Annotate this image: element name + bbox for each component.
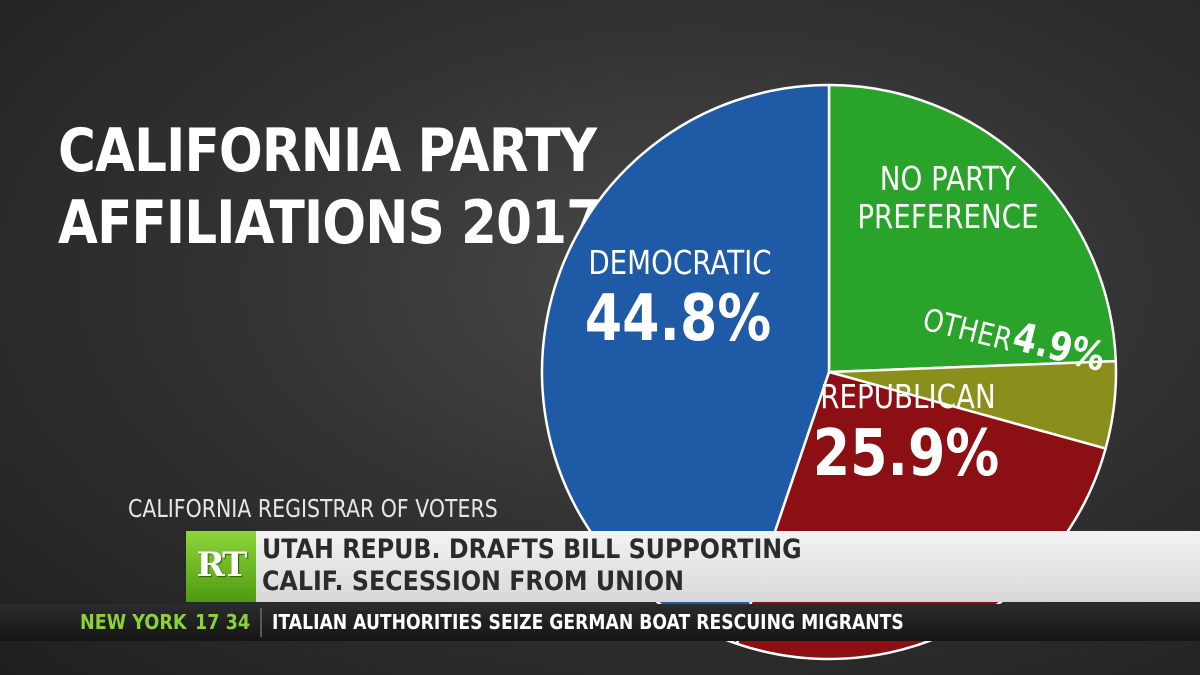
headline-box: UTAH REPUB. DRAFTS BILL SUPPORTING CALIF… bbox=[256, 531, 1200, 602]
ticker-time: 17 34 bbox=[195, 610, 251, 634]
pie-label-no-party-preference-line-1: NO PARTY bbox=[880, 161, 1017, 199]
pie-label-republican-line-1: REPUBLICAN bbox=[820, 379, 995, 417]
pie-label-no-party-preference-line-2: PREFERENCE bbox=[857, 199, 1038, 237]
rt-logo: RT bbox=[186, 531, 256, 602]
chart-source: CALIFORNIA REGISTRAR OF VOTERS bbox=[128, 494, 498, 523]
pie-slice-no-party-preference bbox=[827, 83, 1118, 374]
pie-value-democratic: 44.8% bbox=[585, 280, 771, 355]
rt-logo-text: RT bbox=[196, 545, 248, 585]
ticker-divider bbox=[260, 608, 262, 637]
headline-line-1: UTAH REPUB. DRAFTS BILL SUPPORTING bbox=[262, 534, 802, 565]
chart-title-line-1: CALIFORNIA PARTY bbox=[58, 116, 597, 186]
ticker-city: NEW YORK bbox=[80, 610, 187, 634]
headline-line-2: CALIF. SECESSION FROM UNION bbox=[262, 566, 684, 597]
pie-label-democratic-line-1: DEMOCRATIC bbox=[588, 245, 771, 283]
pie-value-republican: 25.9% bbox=[813, 415, 999, 490]
news-ticker: NEW YORK 17 34 ITALIAN AUTHORITIES SEIZE… bbox=[0, 604, 1200, 641]
lower-third: RT UTAH REPUB. DRAFTS BILL SUPPORTING CA… bbox=[0, 531, 1200, 641]
ticker-headline: ITALIAN AUTHORITIES SEIZE GERMAN BOAT RE… bbox=[272, 610, 904, 634]
chart-title-line-2: AFFILIATIONS 2017 bbox=[58, 188, 602, 258]
